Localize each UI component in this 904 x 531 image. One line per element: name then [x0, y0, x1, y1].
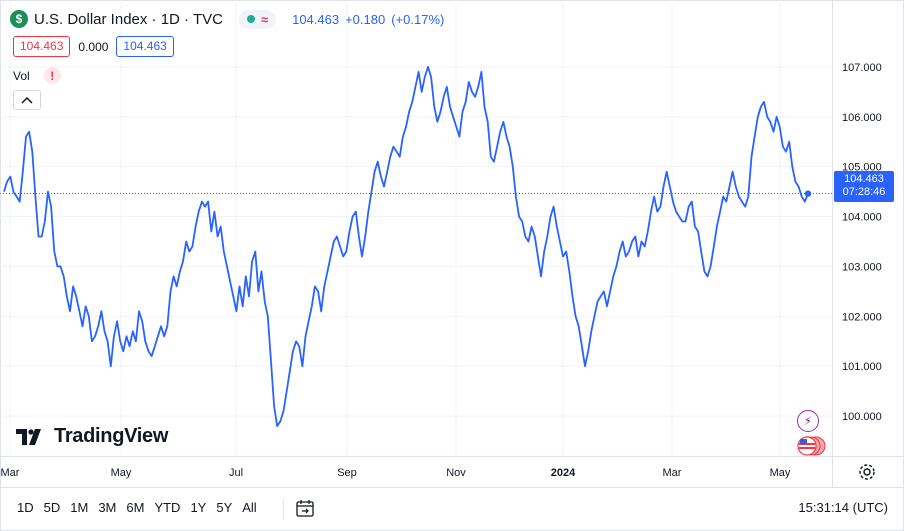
volume-legend: Vol !	[13, 67, 61, 84]
tradingview-mark-icon	[16, 428, 41, 445]
range-button-5d[interactable]: 5D	[43, 500, 61, 515]
x-tick-label: May	[770, 467, 791, 479]
market-open-dot-icon	[246, 15, 255, 23]
x-tick-label: 2024	[551, 467, 576, 479]
x-tick-label: Sep	[337, 467, 357, 479]
y-tick-label: 106.000	[842, 112, 882, 124]
go-to-date-calendar-icon[interactable]	[294, 498, 316, 520]
utc-clock[interactable]: 15:31:14 (UTC)	[798, 500, 888, 515]
series-line	[3, 66, 809, 427]
tradingview-wordmark: TradingView	[54, 425, 169, 447]
us-flag-events-icon[interactable]	[797, 435, 827, 457]
header-change: +0.180	[345, 11, 386, 27]
range-button-6m[interactable]: 6M	[126, 500, 145, 515]
last-price-value: 104.463	[844, 173, 884, 185]
market-status-pill[interactable]: ≈	[238, 9, 277, 29]
last-point-marker	[804, 190, 812, 197]
y-tick-label: 105.000	[842, 162, 882, 174]
tradingview-logo[interactable]: TradingView	[16, 425, 168, 448]
data-delay-icon: ≈	[260, 11, 269, 27]
volume-label[interactable]: Vol	[13, 68, 30, 83]
collapse-legend-button[interactable]	[13, 90, 41, 110]
bar-countdown: 07:28:46	[842, 186, 886, 198]
range-button-3m[interactable]: 3M	[98, 500, 117, 515]
y-tick-label: 107.000	[842, 62, 882, 74]
range-button-1d[interactable]: 1D	[17, 500, 34, 515]
bottom-toolbar: 1D 5D 1M 3M 6M YTD 1Y 5Y All 15:31:14 (UTC)	[0, 487, 904, 531]
price-boxes: 104.463 0.000 104.463	[13, 36, 174, 57]
range-selector: 1D 5D 1M 3M 6M YTD 1Y 5Y All	[12, 500, 262, 515]
x-tick-label: May	[111, 467, 132, 479]
range-button-all[interactable]: All	[242, 500, 257, 515]
chevron-up-icon	[21, 96, 33, 104]
y-axis[interactable]: 100.000 101.000 102.000 103.000 104.000 105.0…	[842, 62, 882, 423]
range-button-ytd[interactable]: YTD	[154, 500, 181, 515]
sell-price-button[interactable]: 104.463	[13, 36, 71, 57]
x-tick-label: Mar	[1, 467, 20, 479]
range-button-1y[interactable]: 1Y	[190, 500, 207, 515]
x-axis[interactable]: Mar May Jul Sep Nov 2024 Mar May	[1, 467, 791, 479]
header-price: 104.463	[292, 11, 340, 27]
range-button-1m[interactable]: 1M	[70, 500, 89, 515]
warning-icon[interactable]: !	[43, 67, 61, 84]
y-tick-label: 100.000	[842, 411, 882, 423]
y-tick-label: 102.000	[842, 311, 882, 323]
range-button-5y[interactable]: 5Y	[216, 500, 233, 515]
symbol-title[interactable]: U.S. Dollar Index · 1D · TVC	[34, 10, 223, 28]
x-tick-label: Nov	[446, 467, 466, 479]
y-tick-label: 101.000	[842, 361, 882, 373]
symbol-header: $ U.S. Dollar Index · 1D · TVC ≈ 104.463…	[10, 8, 444, 30]
price-chart[interactable]: 100.000 101.000 102.000 103.000 104.000 105.0…	[0, 0, 904, 487]
last-price-tag: 104.463 07:28:46	[834, 171, 894, 202]
dollar-icon: $	[10, 10, 28, 28]
header-change-percent: (+0.17%)	[391, 11, 445, 27]
lightning-event-icon[interactable]: ⚡	[797, 410, 819, 432]
y-tick-label: 104.000	[842, 212, 882, 224]
x-tick-label: Mar	[663, 467, 682, 479]
grid-lines	[0, 0, 904, 487]
x-tick-label: Jul	[229, 467, 243, 479]
toolbar-divider	[283, 498, 284, 520]
y-tick-label: 103.000	[842, 261, 882, 273]
buy-price-button[interactable]: 104.463	[116, 36, 174, 57]
spread-value: 0.000	[78, 39, 109, 54]
settings-gear-icon[interactable]	[858, 463, 876, 481]
